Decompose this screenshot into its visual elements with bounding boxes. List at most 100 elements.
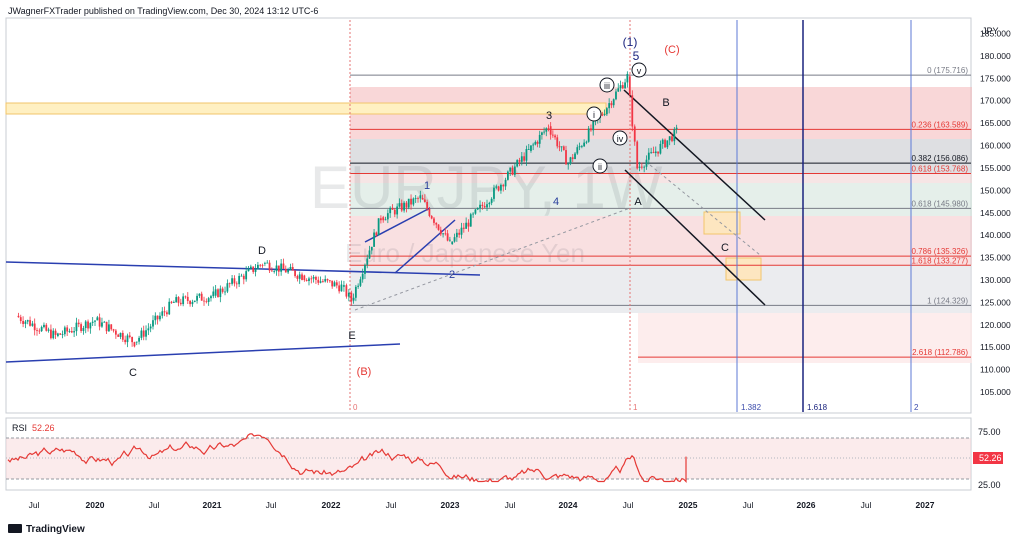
fib-level-label: 0.236 (163.589) <box>912 120 969 129</box>
candle-body <box>439 229 442 235</box>
candle-body <box>403 202 405 211</box>
wave-label-A: A <box>634 196 642 208</box>
candle-body <box>166 312 168 315</box>
candle-body <box>40 327 43 332</box>
candle-body <box>650 151 653 153</box>
time-tick: Jul <box>149 500 160 510</box>
wave-label-B: B <box>662 97 669 109</box>
candle-body <box>214 289 217 296</box>
fib-level-label: 1 (124.329) <box>927 296 968 305</box>
time-axis[interactable]: Jul 2020 Jul 2021 Jul 2022 Jul 2023 Jul 2024 Jul 20… <box>29 500 935 510</box>
candle-body <box>177 297 180 303</box>
time-tick: Jul <box>29 500 40 510</box>
candle-body <box>96 317 99 321</box>
candle-body <box>264 262 266 264</box>
wave-label-1-paren: (1) <box>623 35 638 49</box>
price-tick: 125.000 <box>980 297 1011 307</box>
candle-body <box>541 132 543 135</box>
candle-body <box>284 268 287 273</box>
candle-body <box>275 265 278 272</box>
candle-body <box>296 276 299 279</box>
candle-body <box>571 157 574 160</box>
candle-body <box>168 301 171 315</box>
price-tick: 180.000 <box>980 51 1011 61</box>
candle-body <box>495 186 498 188</box>
candle-body <box>145 330 147 337</box>
footer-brand: TradingView <box>26 524 85 535</box>
candle-body <box>212 291 215 297</box>
price-tick: 105.000 <box>980 387 1011 397</box>
candle-body <box>317 279 320 283</box>
candle-body <box>240 275 243 277</box>
candle-body <box>590 128 592 131</box>
candle-body <box>217 289 219 298</box>
candle-body <box>462 227 465 229</box>
price-tick: 170.000 <box>980 96 1011 106</box>
candle-body <box>63 327 66 335</box>
fib-level-label: 2.618 (112.786) <box>912 348 968 357</box>
candle-body <box>31 323 34 326</box>
candle-body <box>282 263 285 269</box>
candle-body <box>504 179 507 187</box>
candle-body <box>391 207 394 210</box>
candle-body <box>558 146 561 148</box>
candle-body <box>437 224 440 230</box>
candle-body <box>567 163 570 165</box>
candle-body <box>446 233 449 241</box>
time-fib-0: 0 <box>353 403 358 412</box>
candle-body <box>268 262 271 271</box>
candle-body <box>574 153 576 160</box>
candle-body <box>500 184 502 191</box>
candle-body <box>490 198 493 203</box>
candle-body <box>547 128 550 130</box>
candle-body <box>419 195 422 199</box>
candle-body <box>326 279 329 281</box>
candle-body <box>340 284 343 292</box>
candle-body <box>359 279 362 286</box>
candle-body <box>675 127 678 130</box>
candle-body <box>389 207 392 214</box>
price-tick: 120.000 <box>980 320 1011 330</box>
price-axis[interactable]: 185.000 180.000 175.000 170.000 165.000 160.0… <box>980 28 1011 397</box>
candle-body <box>421 197 424 200</box>
candle-body <box>615 91 617 100</box>
candle-body <box>52 330 55 339</box>
candle-body <box>152 320 154 327</box>
candle-body <box>633 126 636 142</box>
candle-body <box>643 166 646 168</box>
candle-body <box>184 296 187 298</box>
fib-level-label: 0.786 (135.326) <box>912 247 969 256</box>
tradingview-logo[interactable]: TradingView <box>8 524 85 535</box>
candle-body <box>523 156 526 161</box>
candle-body <box>384 219 387 221</box>
candle-body <box>333 282 336 287</box>
candle-body <box>103 321 106 323</box>
candle-body <box>270 270 273 272</box>
candle-body <box>280 263 283 272</box>
price-candles <box>17 71 678 348</box>
candle-body <box>231 278 233 284</box>
time-tick: Jul <box>861 500 872 510</box>
candle-body <box>156 315 159 320</box>
candle-body <box>140 330 143 338</box>
candle-body <box>56 333 59 337</box>
candle-body <box>328 280 331 282</box>
candle-body <box>75 322 78 332</box>
candle-body <box>163 311 166 313</box>
candle-body <box>645 159 648 167</box>
time-tick: 2026 <box>797 500 816 510</box>
wave-label-D: D <box>258 245 266 257</box>
watermark-symbol: EURJPY, 1W <box>310 154 663 221</box>
time-tick: Jul <box>505 500 516 510</box>
candle-body <box>410 198 412 205</box>
fib-level-label: 1.618 (133.277) <box>912 256 969 265</box>
tradingview-logo-icon <box>8 524 22 533</box>
candle-body <box>36 330 38 331</box>
candle-body <box>61 334 64 336</box>
candle-body <box>29 320 31 326</box>
candle-body <box>98 317 101 327</box>
candle-body <box>373 232 375 247</box>
candle-body <box>131 336 134 343</box>
fib-level-label: 0.618 (145.980) <box>912 199 969 208</box>
